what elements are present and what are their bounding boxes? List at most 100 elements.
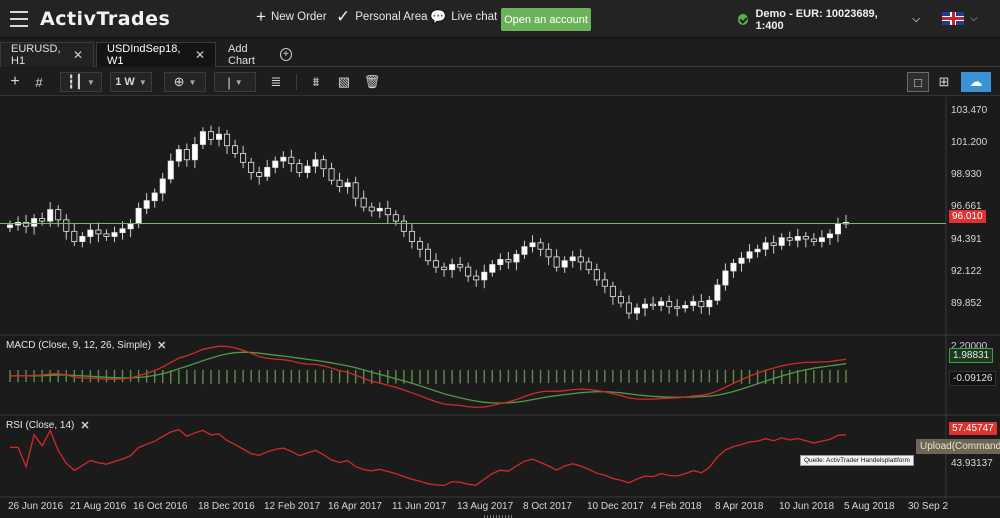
candle-body (119, 228, 126, 234)
chart-type-selector[interactable]: ┇┃ ▼ (60, 72, 102, 92)
candle-body (232, 145, 239, 154)
candle-body (23, 221, 30, 227)
fibonacci-icon[interactable]: ≣ (270, 74, 282, 89)
candle-body (577, 256, 584, 263)
candle-body (529, 242, 536, 248)
candle-body (183, 149, 190, 161)
status-check-icon (738, 14, 749, 25)
indicator-selector[interactable]: ⊕ ▼ (164, 72, 206, 92)
candle-body (111, 232, 118, 237)
candle-body (320, 159, 327, 170)
candle-body (826, 233, 833, 239)
screenshot-icon[interactable]: ▧ (337, 74, 351, 89)
chart-canvas[interactable] (0, 97, 1000, 518)
candle-body (7, 224, 13, 228)
candle-body (666, 301, 673, 308)
upload-tooltip: Upload(Command (916, 439, 1000, 454)
candle-body (609, 285, 616, 297)
trash-icon[interactable]: 🗑 (363, 74, 381, 89)
logo: ActivTrades (40, 8, 171, 30)
tab-eurusd[interactable]: EURUSD, H1 ✕ (0, 42, 94, 67)
rsi-line (10, 428, 847, 487)
candle-body (746, 251, 753, 259)
macd-top-tick: 2.20000 (951, 341, 988, 352)
tab-usdind[interactable]: USDIndSep18, W1 ✕ (96, 42, 216, 67)
account-selector[interactable]: Demo - EUR: 10023689, 1:400 ⌵ (728, 8, 920, 32)
candle-body (818, 237, 825, 242)
price-tick: 89.852 (951, 298, 982, 309)
candle-body (135, 207, 142, 225)
personal-area-button[interactable]: ✓ Personal Area (336, 7, 428, 26)
live-chat-button[interactable]: 💬 Live chat (430, 9, 498, 24)
candle-body (465, 266, 472, 277)
candle-body (569, 256, 576, 262)
candle-body (256, 172, 263, 177)
candle-body (207, 131, 214, 140)
single-layout-icon[interactable]: □ (907, 72, 929, 92)
close-icon[interactable]: ✕ (72, 48, 83, 62)
candle-body (505, 259, 512, 263)
chevron-down-icon: ▼ (86, 77, 95, 87)
candle-body (336, 179, 343, 188)
x-tick: 13 Aug 2017 (457, 501, 514, 512)
candle-body (545, 248, 552, 258)
grid-layout-icon[interactable]: ⊞ (938, 74, 950, 89)
template-icon[interactable]: ⩩ (312, 74, 320, 89)
macd-value-badge: 1.98831 (949, 348, 994, 363)
chevron-down-icon: ▼ (138, 77, 147, 87)
chat-bubble-icon: 💬 (430, 9, 447, 24)
candle-body (682, 305, 689, 309)
crosshair-icon[interactable]: + (10, 73, 20, 90)
x-tick: 8 Oct 2017 (523, 501, 572, 512)
chevron-down-icon: ▼ (188, 77, 197, 87)
drawing-selector[interactable]: | ▼ (214, 72, 256, 92)
new-order-button[interactable]: + New Order (256, 7, 327, 26)
candle-body (55, 209, 62, 221)
rsi-label: RSI (Close, 14) ✕ (6, 420, 90, 432)
scroll-handle[interactable] (484, 515, 514, 518)
candle-body (722, 270, 729, 286)
chevron-down-icon[interactable]: ⌵ (970, 13, 978, 24)
close-icon[interactable]: ✕ (80, 420, 90, 432)
grid-hash-icon[interactable]: # (35, 74, 43, 90)
top-bar: ActivTrades + New Order ✓ Personal Area 💬 L… (0, 0, 1000, 38)
candle-body (473, 275, 480, 281)
candle-body (71, 230, 78, 242)
price-tick: 96.661 (951, 201, 982, 212)
candle-body (296, 163, 303, 173)
candle-body (513, 253, 520, 263)
timeframe-selector[interactable]: 1 W ▼ (110, 72, 152, 92)
close-icon[interactable]: ✕ (194, 48, 205, 62)
add-indicator-icon: ⊕ (173, 74, 185, 89)
candle-body (601, 279, 608, 287)
candle-body (224, 133, 231, 147)
chart-area[interactable]: 103.470 101.200 98.930 96.661 94.391 92.… (0, 97, 1000, 518)
candle-body (730, 262, 737, 272)
source-note: Quelle: ActivTrader Handelsplattform (800, 455, 914, 466)
x-tick: 10 Jun 2018 (779, 501, 835, 512)
chevron-down-icon: ⌵ (912, 14, 920, 25)
candle-body (497, 259, 504, 265)
add-chart-button[interactable]: Add Chart + (218, 42, 302, 67)
candle-body (625, 302, 632, 314)
candle-body (786, 237, 793, 241)
candle-body (433, 260, 440, 268)
signal-value-badge: -0.09126 (949, 371, 997, 386)
candle-body (706, 299, 713, 308)
x-tick: 11 Jun 2017 (392, 501, 447, 512)
candle-body (31, 218, 38, 227)
candle-body (240, 152, 247, 163)
price-tick: 103.470 (951, 105, 988, 116)
menu-icon[interactable] (10, 11, 28, 27)
candle-body (658, 301, 665, 306)
candle-body (191, 144, 198, 161)
cloud-icon[interactable]: ☁ (961, 72, 991, 92)
candle-body (449, 264, 456, 271)
price-tick: 94.391 (951, 234, 982, 245)
open-account-button[interactable]: Open an account (501, 8, 591, 31)
candle-body (834, 223, 841, 235)
candle-body (714, 284, 721, 301)
close-icon[interactable]: ✕ (157, 340, 167, 352)
candle-body (199, 131, 206, 145)
uk-flag-icon[interactable] (942, 12, 964, 25)
